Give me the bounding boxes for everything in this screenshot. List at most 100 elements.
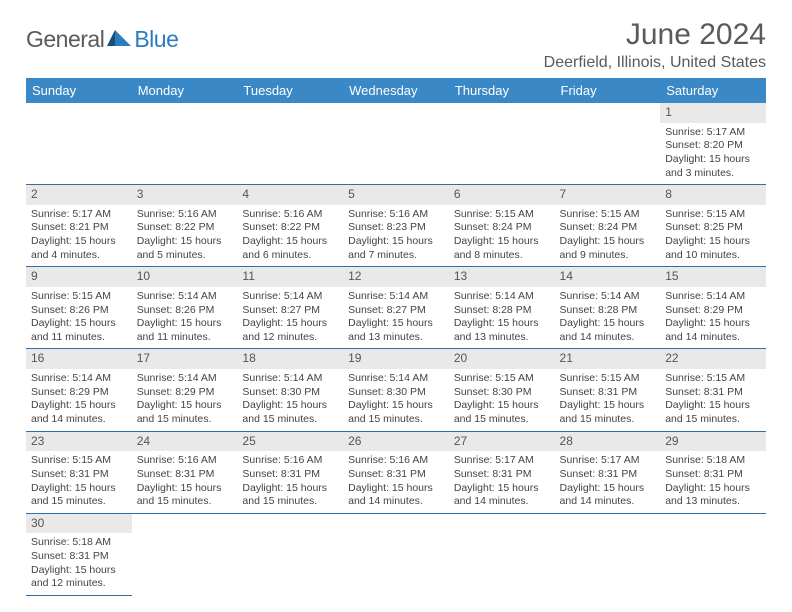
calendar-cell: 3 Sunrise: 5:16 AMSunset: 8:22 PMDaylight…: [132, 185, 238, 267]
daylight-text: Daylight: 15 hours and 13 minutes.: [454, 317, 550, 344]
calendar-week: . . . . . . 1Sunrise: 5:17 AMSunset: 8:2…: [26, 103, 766, 185]
sunrise-text: Sunrise: 5:14 AM: [454, 290, 550, 304]
calendar-cell: .: [237, 103, 343, 185]
calendar-cell: 20 Sunrise: 5:15 AMSunset: 8:30 PMDayligh…: [449, 349, 555, 431]
daylight-text: Daylight: 15 hours and 5 minutes.: [137, 235, 233, 262]
calendar-header-row: SundayMondayTuesdayWednesdayThursdayFrid…: [26, 78, 766, 103]
sunrise-text: Sunrise: 5:16 AM: [137, 208, 233, 222]
calendar-cell: .: [660, 513, 766, 595]
calendar-cell: 18Sunrise: 5:14 AMSunset: 8:30 PMDayligh…: [237, 349, 343, 431]
day-header: Saturday: [660, 78, 766, 103]
calendar-cell: 9 Sunrise: 5:15 AMSunset: 8:26 PMDaylight…: [26, 267, 132, 349]
sunset-text: Sunset: 8:31 PM: [454, 468, 550, 482]
day-number: 26: [343, 432, 449, 452]
sunrise-text: Sunrise: 5:14 AM: [348, 290, 444, 304]
calendar-cell: .: [132, 103, 238, 185]
calendar-week: 30Sunrise: 5:18 AMSunset: 8:31 PMDayligh…: [26, 513, 766, 595]
sunrise-text: Sunrise: 5:15 AM: [665, 208, 761, 222]
sunrise-text: Sunrise: 5:14 AM: [348, 372, 444, 386]
daylight-text: Daylight: 15 hours and 14 minutes.: [348, 482, 444, 509]
daylight-text: Daylight: 15 hours and 15 minutes.: [31, 482, 127, 509]
calendar-cell: 23Sunrise: 5:15 AMSunset: 8:31 PMDayligh…: [26, 431, 132, 513]
sunset-text: Sunset: 8:31 PM: [560, 386, 656, 400]
day-header: Friday: [555, 78, 661, 103]
header: General Blue June 2024 Deerfield, Illino…: [26, 18, 766, 72]
day-number: 5: [343, 185, 449, 205]
sunrise-text: Sunrise: 5:15 AM: [560, 372, 656, 386]
sunrise-text: Sunrise: 5:16 AM: [242, 208, 338, 222]
sunset-text: Sunset: 8:27 PM: [242, 304, 338, 318]
sunrise-text: Sunrise: 5:16 AM: [137, 454, 233, 468]
sunset-text: Sunset: 8:30 PM: [242, 386, 338, 400]
sunrise-text: Sunrise: 5:15 AM: [31, 290, 127, 304]
sunrise-text: Sunrise: 5:15 AM: [31, 454, 127, 468]
calendar-body: . . . . . . 1 Sunrise: 5:17 AM Sunset: 8:2…: [26, 103, 766, 595]
daylight-text: Daylight: 15 hours and 14 minutes.: [454, 482, 550, 509]
calendar-cell: .: [555, 513, 661, 595]
calendar-cell: 19Sunrise: 5:14 AMSunset: 8:30 PMDayligh…: [343, 349, 449, 431]
logo-mark-icon: [106, 27, 132, 52]
calendar-cell: 22 Sunrise: 5:15 AMSunset: 8:31 PMDayligh…: [660, 349, 766, 431]
day-number: 13: [449, 267, 555, 287]
sunset-text: Sunset: 8:26 PM: [31, 304, 127, 318]
day-number: 8: [660, 185, 766, 205]
day-number: 19: [343, 349, 449, 369]
calendar-cell: 8Sunrise: 5:15 AMSunset: 8:25 PMDaylight…: [660, 185, 766, 267]
day-number: 20: [449, 349, 555, 369]
sunrise-text: Sunrise: 5:15 AM: [454, 372, 550, 386]
day-number: 23: [26, 432, 132, 452]
sunset-text: Sunset: 8:27 PM: [348, 304, 444, 318]
daylight-text: Daylight: 15 hours and 15 minutes.: [137, 482, 233, 509]
sunrise-text: Sunrise: 5:17 AM: [31, 208, 127, 222]
sunset-text: Sunset: 8:30 PM: [454, 386, 550, 400]
sunset-text: Sunset: 8:31 PM: [560, 468, 656, 482]
sunset-text: Sunset: 8:22 PM: [137, 221, 233, 235]
day-header: Tuesday: [237, 78, 343, 103]
calendar-week: 2Sunrise: 5:17 AMSunset: 8:21 PMDaylight…: [26, 185, 766, 267]
calendar-cell: 4Sunrise: 5:16 AMSunset: 8:22 PMDaylight…: [237, 185, 343, 267]
day-number: 15: [660, 267, 766, 287]
daylight-text: Daylight: 15 hours and 15 minutes.: [242, 399, 338, 426]
day-number: 18: [237, 349, 343, 369]
calendar-table: SundayMondayTuesdayWednesdayThursdayFrid…: [26, 78, 766, 596]
day-header: Thursday: [449, 78, 555, 103]
calendar-cell: .: [132, 513, 238, 595]
calendar-cell: 29Sunrise: 5:18 AMSunset: 8:31 PMDayligh…: [660, 431, 766, 513]
calendar-cell: 27Sunrise: 5:17 AMSunset: 8:31 PMDayligh…: [449, 431, 555, 513]
calendar-cell: 12Sunrise: 5:14 AMSunset: 8:27 PMDayligh…: [343, 267, 449, 349]
day-number: 14: [555, 267, 661, 287]
daylight-text: Daylight: 15 hours and 11 minutes.: [137, 317, 233, 344]
daylight-text: Daylight: 15 hours and 15 minutes.: [665, 399, 761, 426]
daylight-text: Daylight: 15 hours and 14 minutes.: [665, 317, 761, 344]
sunrise-text: Sunrise: 5:15 AM: [665, 372, 761, 386]
calendar-cell: 26Sunrise: 5:16 AMSunset: 8:31 PMDayligh…: [343, 431, 449, 513]
day-number: 22: [660, 349, 766, 369]
sunrise-text: Sunrise: 5:16 AM: [348, 454, 444, 468]
day-number: 29: [660, 432, 766, 452]
day-number: 10: [132, 267, 238, 287]
daylight-text: Daylight: 15 hours and 14 minutes.: [31, 399, 127, 426]
daylight-text: Daylight: 15 hours and 4 minutes.: [31, 235, 127, 262]
logo: General Blue: [26, 26, 178, 53]
sunset-text: Sunset: 8:31 PM: [665, 386, 761, 400]
sunrise-text: Sunrise: 5:15 AM: [560, 208, 656, 222]
location: Deerfield, Illinois, United States: [544, 54, 766, 72]
daylight-text: Daylight: 15 hours and 11 minutes.: [31, 317, 127, 344]
month-title: June 2024: [544, 18, 766, 52]
sunrise-text: Sunrise: 5:14 AM: [137, 290, 233, 304]
calendar-cell: 13Sunrise: 5:14 AMSunset: 8:28 PMDayligh…: [449, 267, 555, 349]
calendar-week: 9Sunrise: 5:15 AMSunset: 8:26 PMDaylight…: [26, 267, 766, 349]
day-number: 1: [660, 103, 766, 123]
calendar-cell: 5Sunrise: 5:16 AMSunset: 8:23 PMDaylight…: [343, 185, 449, 267]
daylight-text: Daylight: 15 hours and 15 minutes.: [454, 399, 550, 426]
daylight-text: Daylight: 15 hours and 15 minutes.: [242, 482, 338, 509]
sunset-text: Sunset: 8:28 PM: [560, 304, 656, 318]
sunset-text: Sunset: 8:31 PM: [242, 468, 338, 482]
title-block: June 2024 Deerfield, Illinois, United St…: [544, 18, 766, 72]
day-number: 25: [237, 432, 343, 452]
day-number: 3: [132, 185, 238, 205]
day-number: 9: [26, 267, 132, 287]
sunset-text: Sunset: 8:20 PM: [665, 139, 761, 153]
sunrise-text: Sunrise: 5:16 AM: [348, 208, 444, 222]
calendar-cell: .: [237, 513, 343, 595]
